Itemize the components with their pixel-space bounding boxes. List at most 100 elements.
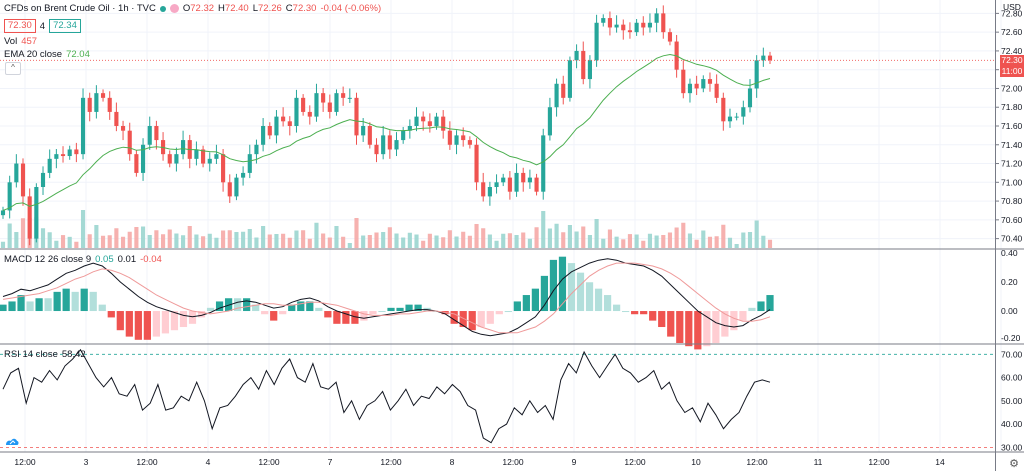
volume-bar [94, 225, 99, 248]
candle-body [74, 149, 79, 155]
macd-axis[interactable]: 0.40 0.20 0.00 -0.20 [1001, 248, 1021, 343]
rsi-legend[interactable]: RSI 14 close 58.42 [4, 349, 86, 360]
candle-body [301, 97, 306, 112]
macd-histogram-bar [576, 272, 585, 312]
volume-bar [741, 232, 746, 248]
candle-body [87, 97, 92, 112]
volume-bar [301, 230, 306, 248]
rsi-axis[interactable]: 70.00 60.00 50.00 40.00 30.00 [1001, 349, 1023, 452]
macd-histogram-bar [0, 304, 7, 312]
volume-bar [527, 238, 532, 248]
macd-histogram-bar [89, 291, 97, 312]
volume-bar [321, 233, 326, 248]
rsi-label: RSI 14 close [4, 349, 58, 360]
volume-bar [214, 237, 219, 248]
volume-bar [687, 233, 693, 248]
macd-histogram-bar [712, 311, 720, 343]
price-axis-tick-label: 71.40 [1001, 140, 1023, 150]
bid-ask-row[interactable]: 72.30 4 72.34 [4, 19, 81, 33]
macd-histogram-bar [477, 311, 485, 328]
volume-bar [314, 222, 319, 248]
collapse-legend-button[interactable]: ^ [5, 62, 21, 75]
tradingview-logo-icon[interactable] [5, 435, 20, 447]
candle-body [594, 22, 599, 61]
time-axis-label: 12:00 [746, 457, 768, 467]
price-axis-tick-label: 72.60 [1001, 27, 1023, 37]
macd-histogram-bar [685, 311, 693, 347]
volume-bar [654, 235, 659, 248]
volume-bar [261, 226, 266, 248]
volume-bar [574, 231, 579, 248]
candle-body [67, 149, 72, 157]
candle-body [487, 187, 492, 197]
candle-body [441, 116, 446, 131]
candle-body [561, 83, 566, 98]
time-axis-label: 12:00 [624, 457, 646, 467]
macd-histogram-bar [766, 295, 774, 312]
symbol-legend[interactable]: CFDs on Brent Crude Oil · 1h · TVC O72.3… [4, 3, 381, 14]
volume-bar [674, 227, 679, 248]
ema-legend[interactable]: EMA 20 close 72.04 [4, 49, 90, 60]
time-axis-label: 12:00 [502, 457, 524, 467]
candle-body [47, 158, 52, 173]
volume-bar [20, 218, 26, 248]
time-axis[interactable]: 12:00 3 12:00 4 12:00 7 12:00 8 12:00 9 12:00 10 12:… [14, 457, 945, 467]
candle-body [374, 144, 379, 155]
volume-bar [421, 240, 426, 248]
candle-body [54, 154, 59, 159]
candle-body [114, 111, 119, 126]
bid-button[interactable]: 72.30 [4, 19, 36, 33]
gear-icon[interactable]: ⚙ [1009, 458, 1019, 470]
volume-bar [607, 229, 612, 248]
volume-bar [434, 235, 439, 248]
symbol-title[interactable]: CFDs on Brent Crude Oil · 1h · TVC [4, 3, 156, 14]
high-label: H [218, 3, 225, 14]
candle-body [140, 144, 146, 173]
macd-histogram-bar [170, 311, 179, 331]
volume-bar [281, 233, 286, 248]
time-axis-label: 12:00 [868, 457, 890, 467]
candle-body [307, 111, 312, 117]
macd-histogram-bar [540, 275, 549, 312]
macd-histogram-bar [703, 311, 711, 347]
macd-histogram-bar [134, 311, 142, 340]
candle-body [407, 126, 412, 131]
flag-icon[interactable] [169, 4, 179, 13]
candle-body [601, 18, 606, 23]
macd-histogram-bar [504, 311, 512, 313]
macd-histogram-bar [649, 311, 657, 321]
candle-body [194, 149, 199, 159]
volume-bar [254, 237, 259, 248]
volume-bar [514, 235, 519, 248]
candle-body [434, 116, 439, 126]
volume-bar [241, 231, 246, 248]
volume-bar [541, 211, 546, 248]
macd-histogram-bar [612, 304, 621, 312]
candle-body [707, 79, 713, 84]
candle-body [361, 126, 366, 136]
volume-bar [587, 235, 592, 248]
time-axis-label: 4 [206, 457, 211, 467]
volume-bar [447, 230, 452, 248]
candle-body [714, 83, 719, 98]
volume-bar [347, 243, 352, 248]
candle-body [681, 69, 686, 94]
time-axis-label: 10 [691, 457, 701, 467]
volume-legend[interactable]: Vol 457 [4, 36, 37, 47]
volume-bar [247, 229, 252, 248]
volume-bar [7, 223, 12, 248]
candle-body [107, 97, 112, 112]
macd-histogram-bar [315, 307, 323, 312]
volume-bar [374, 232, 379, 248]
volume-bar [354, 218, 359, 248]
candle-body [321, 93, 326, 103]
macd-histogram-bar [161, 311, 170, 334]
ask-button[interactable]: 72.34 [49, 19, 81, 33]
macd-legend[interactable]: MACD 12 26 close 9 0.05 0.01 -0.04 [4, 254, 162, 265]
candle-body [481, 182, 486, 197]
candle-body [214, 154, 219, 159]
price-axis[interactable]: USD72.8072.6072.4072.2072.0071.8071.6071… [995, 2, 1023, 244]
volume-bar [161, 234, 166, 248]
